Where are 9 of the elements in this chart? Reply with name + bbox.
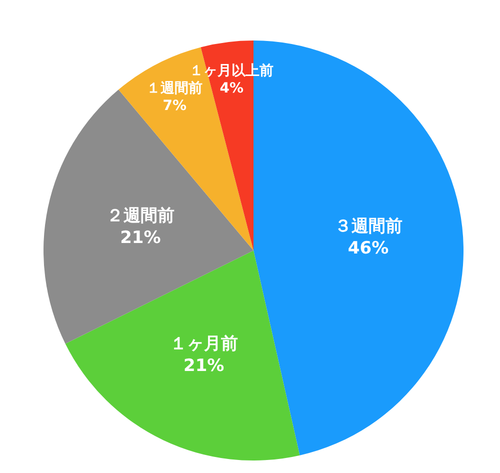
data-label: 21% [184,356,224,376]
data-label: 21% [120,228,161,248]
slice-label: ３週間前 [334,216,402,237]
data-label: 46% [348,238,389,259]
data-label: 4% [220,80,244,96]
slice-label: ２週間前 [106,206,174,226]
data-label: 7% [162,98,186,114]
slice-label: １週間前 [146,80,203,97]
slice-label: １ヶ月前 [170,334,238,354]
